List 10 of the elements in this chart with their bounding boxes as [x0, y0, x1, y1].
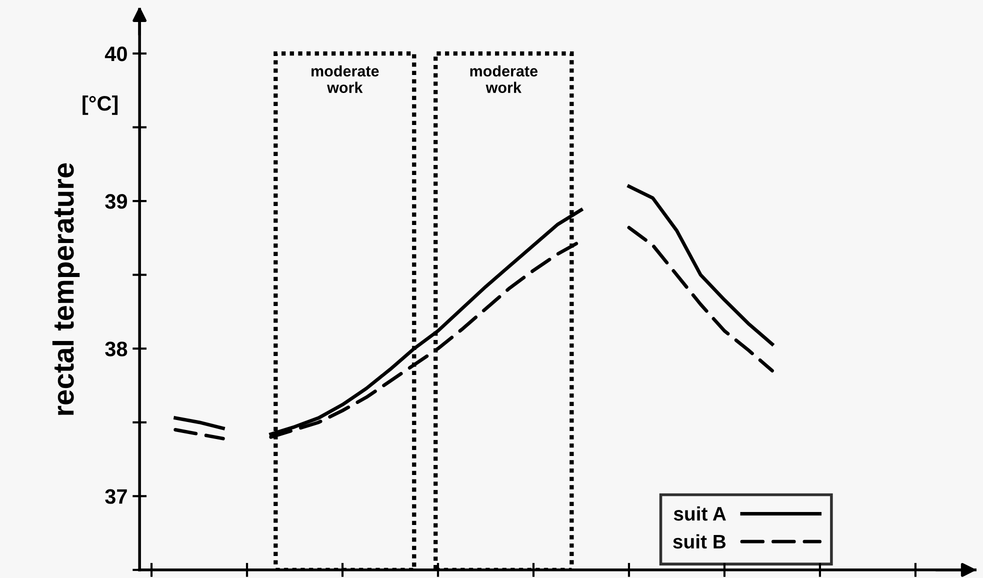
y-tick-label: 40: [104, 46, 127, 62]
annotation: moderate work: [312, 65, 379, 93]
y-tick-label: 38: [105, 342, 128, 356]
y-axis-title: rectal temperature: [52, 163, 80, 415]
y-tick-label: 37: [105, 489, 127, 504]
annotation: moderate work: [470, 65, 538, 93]
legend-label: suit A: [674, 506, 726, 521]
legend-label: suit B: [673, 534, 726, 549]
y-tick-label: 39: [105, 194, 128, 209]
text: [°C]: [82, 95, 118, 115]
